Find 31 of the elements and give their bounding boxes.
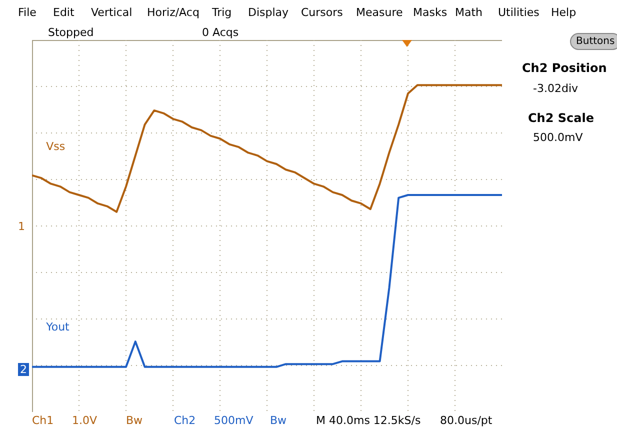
text: 500mV [214, 414, 254, 427]
text: Display [248, 6, 289, 19]
text: 1.0V [72, 414, 98, 427]
text: Bw [126, 414, 143, 427]
text: Edit [53, 6, 74, 19]
text: Bw [270, 414, 287, 427]
text: Ch1 [32, 414, 54, 427]
text: 500.0mV [533, 131, 583, 144]
text: Stopped [48, 26, 94, 39]
text: Help [551, 6, 576, 19]
text: Yout [45, 320, 70, 334]
text: M 40.0ms 12.5kS/s [316, 414, 421, 427]
text: Vss [46, 140, 66, 154]
text: Utilities [498, 6, 540, 19]
text: Trig [212, 6, 232, 19]
text: 0 Acqs [202, 26, 239, 39]
text: Math [455, 6, 483, 19]
text: Horiz/Acq [147, 6, 200, 19]
text: Cursors [301, 6, 343, 19]
text: File [18, 6, 36, 19]
text: Ch2 Scale [528, 111, 594, 125]
text: Buttons [570, 33, 617, 50]
text: Measure [356, 6, 403, 19]
text: Masks [413, 6, 448, 19]
text: 80.0us/pt [440, 414, 492, 427]
text: Ch2 Position [522, 61, 607, 75]
text: 2 [18, 363, 29, 376]
text: Vertical [91, 6, 132, 19]
text: Ch2 [174, 414, 196, 427]
text: 1 [18, 220, 25, 233]
text: -3.02div [533, 82, 578, 95]
